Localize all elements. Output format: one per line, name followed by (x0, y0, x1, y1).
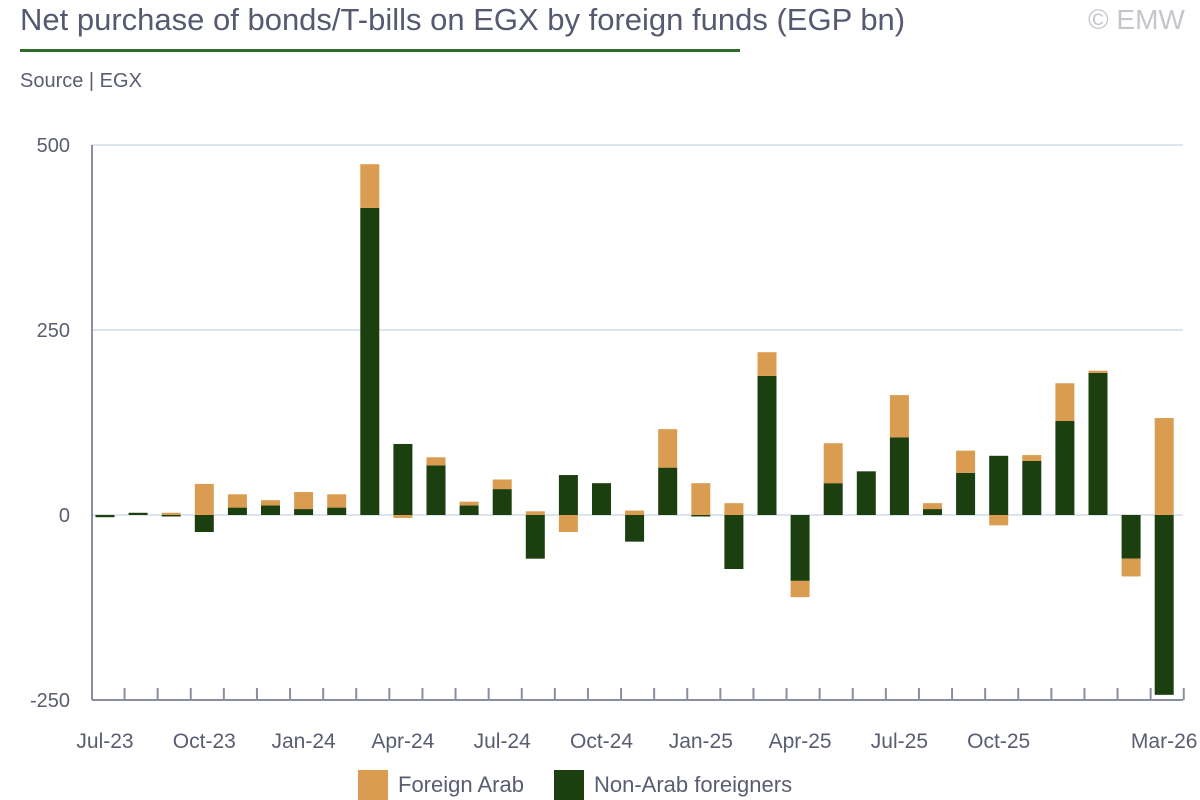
bar-foreign-arab-Nov-23 (227, 494, 247, 508)
bar-foreign-arab-Sep-25 (956, 450, 976, 473)
bar-foreign-arab-Nov-24 (625, 510, 645, 515)
bar-non-arab-Feb-26 (1121, 515, 1141, 559)
bar-foreign-arab-May-25 (823, 443, 843, 484)
bar-foreign-arab-Mar-24 (360, 164, 380, 208)
y-tick-label: 0 (59, 505, 70, 527)
bar-foreign-arab-Feb-25 (724, 503, 744, 515)
bar-non-arab-Dec-25 (1055, 421, 1075, 515)
source-label: Source | EGX (20, 70, 142, 92)
bar-foreign-arab-Dec-24 (658, 429, 678, 468)
bar-non-arab-Sep-25 (956, 472, 976, 515)
bar-non-arab-Mar-24 (360, 207, 380, 515)
bar-non-arab-Sep-23 (161, 515, 181, 517)
y-tick-label: -250 (30, 690, 70, 712)
bar-non-arab-Aug-24 (525, 515, 545, 559)
bar-non-arab-Dec-23 (261, 505, 280, 515)
bar-non-arab-Nov-24 (625, 515, 645, 542)
x-tick-label: Jan-24 (271, 730, 336, 753)
bar-non-arab-Mar-26 (1154, 515, 1174, 695)
bar-foreign-arab-Oct-23 (194, 483, 214, 515)
bar-foreign-arab-Oct-25 (989, 515, 1009, 526)
bar-non-arab-Feb-25 (724, 515, 744, 570)
title-underline (20, 49, 740, 52)
bar-non-arab-Aug-23 (128, 512, 148, 515)
legend-swatch (553, 770, 584, 800)
legend: Foreign Arab Non-Arab foreigners (358, 770, 792, 800)
x-tick-label: Jul-23 (76, 730, 133, 753)
bar-non-arab-Sep-24 (558, 475, 578, 515)
chart-title: Net purchase of bonds/T-bills on EGX by … (20, 2, 906, 37)
bar-non-arab-Apr-25 (790, 515, 810, 581)
bar-foreign-arab-Apr-25 (790, 580, 810, 598)
bar-non-arab-Feb-24 (327, 507, 347, 515)
bar-foreign-arab-Dec-23 (261, 500, 280, 506)
legend-label: Non-Arab foreigners (593, 772, 793, 797)
bar-non-arab-Nov-23 (227, 507, 247, 515)
bar-foreign-arab-Jan-24 (294, 492, 314, 510)
bar-non-arab-Jun-24 (459, 505, 479, 515)
x-tick-label: Oct-23 (173, 730, 236, 753)
bar-non-arab-May-24 (426, 465, 446, 515)
bar-non-arab-Nov-25 (1022, 460, 1042, 515)
bar-foreign-arab-Feb-26 (1121, 558, 1141, 577)
legend-item-foreign-arab: Foreign Arab (358, 770, 524, 800)
legend-item-non-arab: Non-Arab foreigners (553, 770, 793, 800)
bar-non-arab-Apr-24 (393, 443, 413, 515)
bar-foreign-arab-Feb-24 (327, 494, 347, 508)
x-tick-label: Oct-24 (570, 730, 633, 753)
bar-non-arab-Mar-25 (757, 375, 777, 515)
bar-foreign-arab-Aug-24 (525, 511, 545, 515)
bar-foreign-arab-Jan-25 (691, 483, 711, 515)
bar-foreign-arab-Sep-24 (558, 515, 578, 533)
bar-foreign-arab-Apr-24 (393, 515, 413, 518)
bar-foreign-arab-Aug-25 (923, 503, 942, 510)
y-tick-label: 250 (37, 320, 70, 342)
bar-foreign-arab-Jul-25 (889, 395, 909, 438)
bar-non-arab-Oct-25 (989, 455, 1009, 515)
bar-foreign-arab-Sep-23 (161, 512, 181, 515)
bar-non-arab-Jul-24 (492, 489, 512, 515)
x-tick-label: Jan-25 (669, 730, 733, 753)
bar-foreign-arab-Jul-24 (492, 479, 512, 490)
bar-non-arab-Oct-23 (194, 515, 214, 533)
bar-foreign-arab-Jan-26 (1088, 370, 1108, 373)
bar-non-arab-Oct-24 (592, 483, 611, 515)
legend-swatch (358, 770, 388, 800)
x-tick-label: Apr-25 (769, 730, 832, 753)
bar-foreign-arab-Dec-25 (1055, 383, 1075, 422)
bar-non-arab-Jul-25 (889, 437, 909, 515)
bar-foreign-arab-Mar-25 (757, 352, 777, 376)
bar-non-arab-Jun-25 (856, 471, 876, 515)
bar-non-arab-Aug-25 (923, 509, 942, 515)
watermark: © EMW (1088, 4, 1185, 35)
bar-non-arab-Jan-26 (1088, 372, 1108, 515)
bar-foreign-arab-Jun-24 (459, 501, 479, 506)
x-tick-label: Mar-26 (1131, 730, 1198, 753)
x-tick-label: Apr-24 (371, 730, 434, 753)
y-tick-label: 500 (37, 135, 70, 157)
x-tick-label: Oct-25 (967, 730, 1030, 753)
legend-label: Foreign Arab (398, 772, 524, 797)
bar-non-arab-May-25 (823, 483, 843, 515)
x-tick-label: Jul-24 (474, 730, 532, 753)
bar-non-arab-Jan-25 (691, 515, 711, 517)
bar-non-arab-Dec-24 (658, 467, 678, 515)
bar-foreign-arab-May-24 (426, 457, 446, 466)
bar-foreign-arab-Mar-26 (1154, 418, 1174, 515)
bar-non-arab-Jul-23 (95, 515, 115, 518)
bar-foreign-arab-Nov-25 (1022, 455, 1042, 461)
bar-non-arab-Jan-24 (294, 509, 314, 515)
x-tick-label: Jul-25 (871, 730, 928, 753)
